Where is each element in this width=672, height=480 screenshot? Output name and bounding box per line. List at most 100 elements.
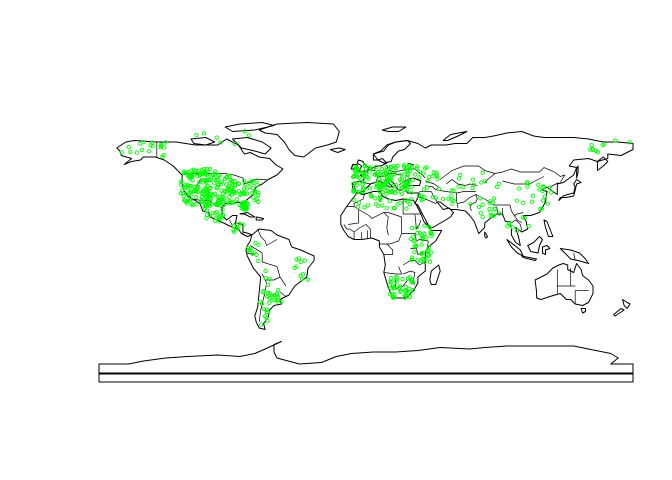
occurrence-point bbox=[490, 214, 495, 219]
occurrence-point bbox=[387, 292, 393, 297]
border-segment bbox=[402, 260, 426, 266]
occurrence-point bbox=[422, 223, 427, 228]
occurrence-point bbox=[236, 188, 242, 194]
occurrence-point bbox=[352, 197, 357, 203]
occurrence-point bbox=[249, 179, 255, 184]
occurrence-point bbox=[545, 201, 550, 206]
occurrence-point bbox=[387, 169, 393, 174]
occurrence-point bbox=[425, 178, 430, 184]
occurrence-point bbox=[379, 183, 384, 188]
occurrence-point bbox=[409, 196, 414, 202]
south-america-outline bbox=[245, 228, 315, 330]
border-segment bbox=[266, 239, 278, 246]
occurrence-point bbox=[409, 257, 414, 262]
occurrence-point bbox=[392, 292, 397, 297]
border-segment bbox=[502, 176, 545, 185]
occurrence-point bbox=[402, 162, 407, 167]
occurrence-point bbox=[350, 174, 356, 180]
sulawesi-outline bbox=[542, 245, 551, 255]
occurrence-point bbox=[416, 193, 422, 198]
occurrence-point bbox=[451, 198, 456, 203]
occurrence-point bbox=[362, 205, 367, 210]
novaya-zemlya-outline bbox=[442, 131, 468, 141]
occurrence-point bbox=[595, 150, 600, 155]
occurrence-point bbox=[409, 164, 415, 170]
occurrence-point bbox=[404, 188, 410, 193]
occurrence-point bbox=[361, 172, 366, 178]
occurrence-point bbox=[404, 176, 410, 181]
occurrence-point bbox=[369, 194, 374, 199]
occurrence-point bbox=[241, 178, 247, 183]
north-america-outline bbox=[116, 138, 284, 237]
occurrence-point bbox=[247, 184, 252, 189]
occurrence-point bbox=[220, 212, 225, 217]
occurrence-point bbox=[298, 259, 303, 264]
occurrence-point bbox=[294, 264, 299, 269]
occurrence-point bbox=[226, 185, 231, 191]
occurrence-point bbox=[180, 188, 185, 193]
occurrence-point bbox=[203, 206, 208, 211]
occurrence-point bbox=[264, 294, 270, 299]
occurrence-point bbox=[415, 164, 420, 169]
occurrence-point bbox=[428, 230, 433, 236]
occurrence-point bbox=[251, 195, 256, 200]
occurrence-point bbox=[482, 179, 488, 184]
occurrence-point bbox=[261, 288, 266, 294]
ellesmere-outline bbox=[224, 122, 275, 132]
occurrence-point bbox=[238, 192, 243, 198]
occurrence-point bbox=[403, 284, 408, 290]
occurrence-point bbox=[410, 255, 415, 260]
occurrence-point bbox=[520, 215, 526, 220]
occurrence-point bbox=[480, 202, 485, 207]
occurrence-point bbox=[298, 273, 303, 278]
occurrence-point bbox=[422, 259, 427, 265]
occurrence-point bbox=[384, 205, 390, 211]
occurrence-point bbox=[378, 195, 383, 200]
occurrence-point bbox=[389, 175, 394, 180]
occurrence-point bbox=[201, 131, 207, 136]
border-segment bbox=[379, 217, 402, 245]
occurrence-point bbox=[613, 138, 618, 143]
occurrence-point bbox=[433, 195, 438, 200]
occurrence-point bbox=[409, 184, 414, 190]
occurrence-point bbox=[227, 194, 232, 200]
occurrence-point bbox=[194, 132, 199, 138]
occurrence-point bbox=[367, 186, 373, 191]
occurrence-point bbox=[542, 194, 548, 199]
occurrence-point bbox=[128, 149, 133, 154]
occurrence-point bbox=[424, 235, 429, 240]
cuba-outline bbox=[239, 212, 256, 218]
occurrence-point bbox=[392, 186, 397, 192]
occurrence-point bbox=[205, 168, 210, 173]
occurrence-point bbox=[214, 186, 219, 191]
occurrence-point bbox=[379, 166, 385, 172]
sakhalin-outline bbox=[576, 165, 579, 179]
occurrence-point bbox=[383, 182, 388, 188]
occurrence-point bbox=[429, 231, 434, 237]
occurrence-point bbox=[212, 218, 218, 224]
occurrence-point bbox=[392, 172, 397, 177]
antarctica-outline bbox=[98, 341, 634, 374]
occurrence-point bbox=[242, 200, 247, 205]
occurrence-point bbox=[241, 186, 247, 191]
occurrence-point bbox=[207, 201, 212, 207]
occurrence-point bbox=[234, 197, 240, 202]
occurrence-point bbox=[219, 181, 224, 187]
occurrence-point bbox=[305, 277, 311, 282]
occurrence-point bbox=[362, 180, 367, 185]
occurrence-point bbox=[254, 252, 259, 257]
occurrence-point bbox=[377, 188, 382, 193]
occurrence-point bbox=[378, 184, 384, 189]
occurrence-point bbox=[224, 175, 229, 180]
occurrence-point bbox=[514, 198, 520, 203]
occurrence-point bbox=[404, 288, 409, 294]
occurrence-point bbox=[241, 222, 246, 227]
occurrence-point bbox=[363, 172, 369, 177]
border-segment bbox=[383, 212, 389, 236]
occurrence-point bbox=[478, 210, 484, 216]
hispaniola-outline bbox=[255, 216, 265, 221]
occurrence-point bbox=[428, 250, 434, 255]
occurrence-point bbox=[246, 245, 251, 250]
border-segment bbox=[445, 179, 478, 186]
occurrence-point bbox=[391, 164, 396, 169]
